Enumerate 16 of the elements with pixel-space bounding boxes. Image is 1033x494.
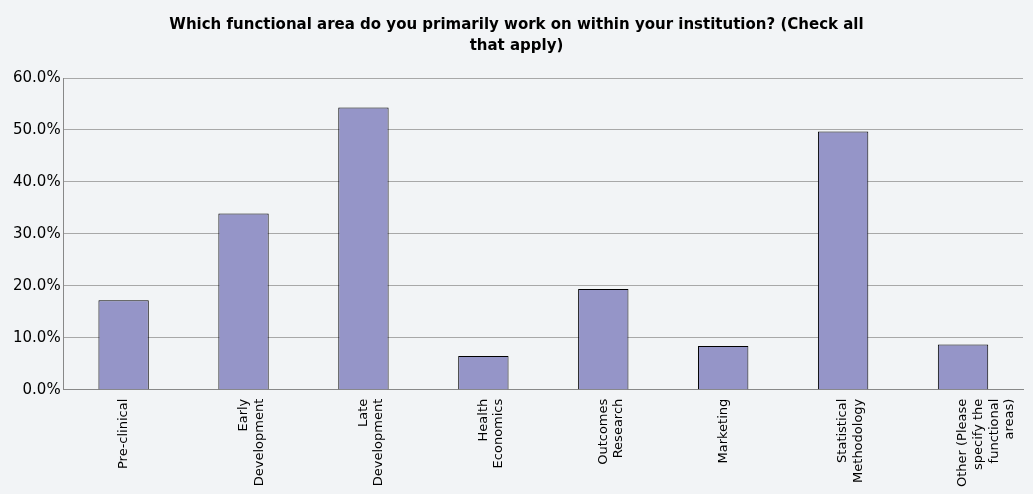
x-tick-label: Early Development [234,398,266,487]
y-tick-label: 20.0% [13,275,61,294]
x-tick-label: Marketing [714,398,730,464]
x-tick-label: Other (Please specify the functional areas) [954,398,1017,488]
y-tick-label: 10.0% [13,327,61,346]
y-tick-label: 40.0% [13,171,61,190]
x-tick-label: Statistical Methodology [834,398,866,483]
y-tick-label: 0.0% [22,379,61,398]
x-tick-label: Late Development [354,398,386,487]
x-tick-label: Health Economics [474,398,506,469]
y-tick-label: 30.0% [13,223,61,242]
x-tick-label: Pre-clinical [114,398,130,470]
y-tick-label: 50.0% [13,119,61,138]
x-tick-label: Outcomes Research [594,398,626,465]
y-tick-label: 60.0% [13,67,61,86]
chart-title: Which functional area do you primarily work on within your institution? (Check all that apply) [168,14,865,56]
